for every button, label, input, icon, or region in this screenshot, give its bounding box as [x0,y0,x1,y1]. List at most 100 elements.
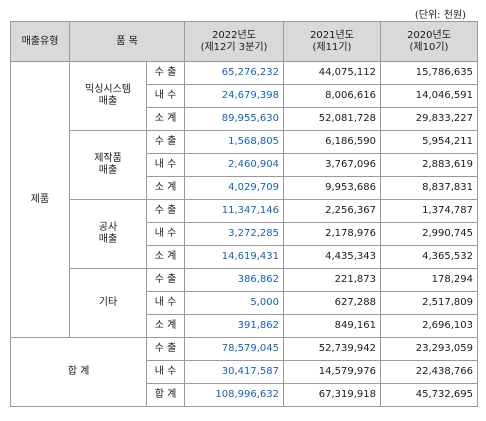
item-name-line: 매출 [98,96,118,107]
row-kind: 내 수 [146,360,185,384]
item-name-line: 매출 [98,234,118,245]
item-name-line: 제작품 [94,153,122,164]
value-2021: 3,767,096 [283,153,381,177]
item-name-cell: 기타 [69,268,147,338]
value-2022: 11,347,146 [184,199,284,223]
value-2020: 4,365,532 [380,245,478,269]
value-2022: 386,862 [184,268,284,292]
value-2022: 4,029,709 [184,176,284,200]
value-2022: 3,272,285 [184,222,284,246]
value-2021: 67,319,918 [283,383,381,407]
table-row: 내 수 5,000 627,288 2,517,809 [11,291,478,315]
row-kind: 수 출 [146,61,185,85]
value-2021: 14,579,976 [283,360,381,384]
row-kind: 내 수 [146,222,185,246]
table-row: 소 계 14,619,431 4,435,343 4,365,532 [11,245,478,269]
value-2022: 108,996,632 [184,383,284,407]
value-2021: 52,081,728 [283,107,381,131]
value-2020: 45,732,695 [380,383,478,407]
row-kind: 수 출 [146,130,185,154]
table-row: 내 수 3,272,285 2,178,976 2,990,745 [11,222,478,246]
value-2020: 14,046,591 [380,84,478,108]
value-2021: 8,006,616 [283,84,381,108]
row-kind: 소 계 [146,107,185,131]
value-2020: 178,294 [380,268,478,292]
sales-table: 매출유형 품 목 2022년도 (제12기 3분기) 2021년도 (제11기)… [10,21,478,407]
item-name-line: 기타 [98,297,118,308]
item-name-line: 공사 [98,222,118,233]
table-row: 내 수 2,460,904 3,767,096 2,883,619 [11,153,478,177]
value-2022: 14,619,431 [184,245,284,269]
row-kind: 소 계 [146,245,185,269]
value-2020: 2,517,809 [380,291,478,315]
header-row: 매출유형 품 목 2022년도 (제12기 3분기) 2021년도 (제11기)… [10,21,478,62]
row-kind: 내 수 [146,84,185,108]
item-name-line: 매출 [98,165,118,176]
row-kind: 수 출 [146,337,185,361]
unit-label: (단위: 천원) [414,10,466,21]
value-2021: 6,186,590 [283,130,381,154]
header-2020-year: 2020년도 [407,29,451,41]
table-row: 제품 믹싱시스템 매출 수 출 65,276,232 44,075,112 15,786,6… [10,61,478,338]
table-row: 소 계 4,029,709 9,953,686 8,837,831 [11,176,478,200]
value-2020: 29,833,227 [380,107,478,131]
row-kind: 수 출 [146,199,185,223]
value-2020: 5,954,211 [380,130,478,154]
value-2022: 2,460,904 [184,153,284,177]
table-body: 제품 믹싱시스템 매출 수 출 65,276,232 44,075,112 15,786,6… [10,61,478,407]
value-2021: 627,288 [283,291,381,315]
value-2022: 30,417,587 [184,360,284,384]
header-2020: 2020년도 (제10기) [380,21,478,62]
header-2021: 2021년도 (제11기) [283,21,381,62]
sales-type-cell: 제품 [10,61,70,338]
value-2020: 1,374,787 [380,199,478,223]
value-2021: 44,075,112 [283,61,381,85]
header-2021-year: 2021년도 [310,29,354,41]
value-2020: 23,293,059 [380,337,478,361]
row-kind: 합 계 [146,383,185,407]
table-row: 제작품 매출 수 출 1,568,805 6,186,590 5,954,211 [11,130,478,200]
value-2022: 78,579,045 [184,337,284,361]
header-2022: 2022년도 (제12기 3분기) [184,21,284,62]
row-kind: 소 계 [146,314,185,338]
value-2020: 22,438,766 [380,360,478,384]
value-2021: 2,178,976 [283,222,381,246]
item-name-cell: 제작품 매출 [69,130,147,200]
header-item: 품 목 [69,21,185,62]
table-row: 공사 매출 수 출 11,347,146 2,256,367 1,374,787 [11,199,478,269]
value-2021: 9,953,686 [283,176,381,200]
row-kind: 소 계 [146,176,185,200]
row-kind: 수 출 [146,268,185,292]
table-row: 기타 수 출 386,862 221,873 178,294 [11,268,478,338]
value-2020: 2,990,745 [380,222,478,246]
item-name-line: 믹싱시스템 [85,84,131,95]
value-2022: 65,276,232 [184,61,284,85]
value-2022: 1,568,805 [184,130,284,154]
value-2022: 391,862 [184,314,284,338]
value-2021: 4,435,343 [283,245,381,269]
header-2021-period: (제11기) [312,41,352,53]
row-kind: 내 수 [146,291,185,315]
value-2020: 15,786,635 [380,61,478,85]
value-2021: 849,161 [283,314,381,338]
value-2020: 2,696,103 [380,314,478,338]
value-2020: 8,837,831 [380,176,478,200]
value-2022: 24,679,398 [184,84,284,108]
value-2020: 2,883,619 [380,153,478,177]
value-2022: 89,955,630 [184,107,284,131]
total-row: 내 수 30,417,587 14,579,976 22,438,766 [11,360,478,384]
header-type: 매출유형 [10,21,70,62]
value-2021: 2,256,367 [283,199,381,223]
value-2021: 52,739,942 [283,337,381,361]
header-2020-period: (제10기) [409,41,449,53]
item-name-cell: 믹싱시스템 매출 [69,61,147,131]
total-label-cell: 합 계 [10,337,147,407]
header-2022-year: 2022년도 [212,29,256,41]
value-2021: 221,873 [283,268,381,292]
item-name-cell: 공사 매출 [69,199,147,269]
header-2022-period: (제12기 3분기) [200,41,268,53]
row-kind: 내 수 [146,153,185,177]
value-2022: 5,000 [184,291,284,315]
total-row: 합 계 108,996,632 67,319,918 45,732,695 [11,383,478,407]
